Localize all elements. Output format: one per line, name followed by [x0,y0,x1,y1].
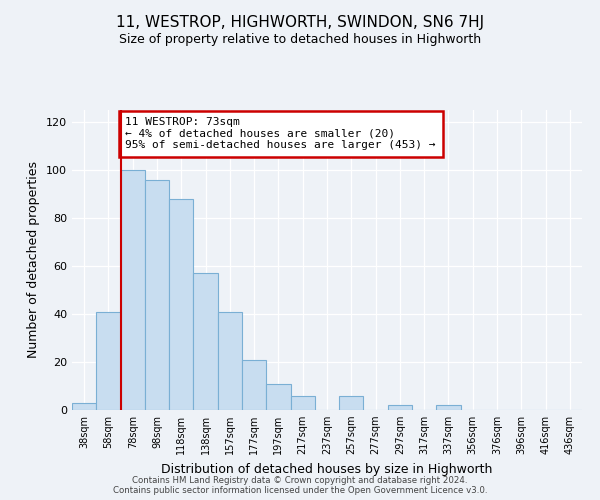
Bar [145,180,169,410]
Text: Size of property relative to detached houses in Highworth: Size of property relative to detached ho… [119,32,481,46]
Bar [218,312,242,410]
Text: 11, WESTROP, HIGHWORTH, SWINDON, SN6 7HJ: 11, WESTROP, HIGHWORTH, SWINDON, SN6 7HJ [116,15,484,30]
Bar [436,405,461,410]
Bar [72,403,96,410]
X-axis label: Distribution of detached houses by size in Highworth: Distribution of detached houses by size … [161,462,493,475]
Bar [121,170,145,410]
Bar [388,405,412,410]
Bar [96,312,121,410]
Bar [266,384,290,410]
Bar [193,273,218,410]
Bar [169,199,193,410]
Text: 11 WESTROP: 73sqm
← 4% of detached houses are smaller (20)
95% of semi-detached : 11 WESTROP: 73sqm ← 4% of detached house… [125,117,436,150]
Bar [242,360,266,410]
Y-axis label: Number of detached properties: Number of detached properties [28,162,40,358]
Bar [339,396,364,410]
Bar [290,396,315,410]
Text: Contains HM Land Registry data © Crown copyright and database right 2024.
Contai: Contains HM Land Registry data © Crown c… [113,476,487,495]
